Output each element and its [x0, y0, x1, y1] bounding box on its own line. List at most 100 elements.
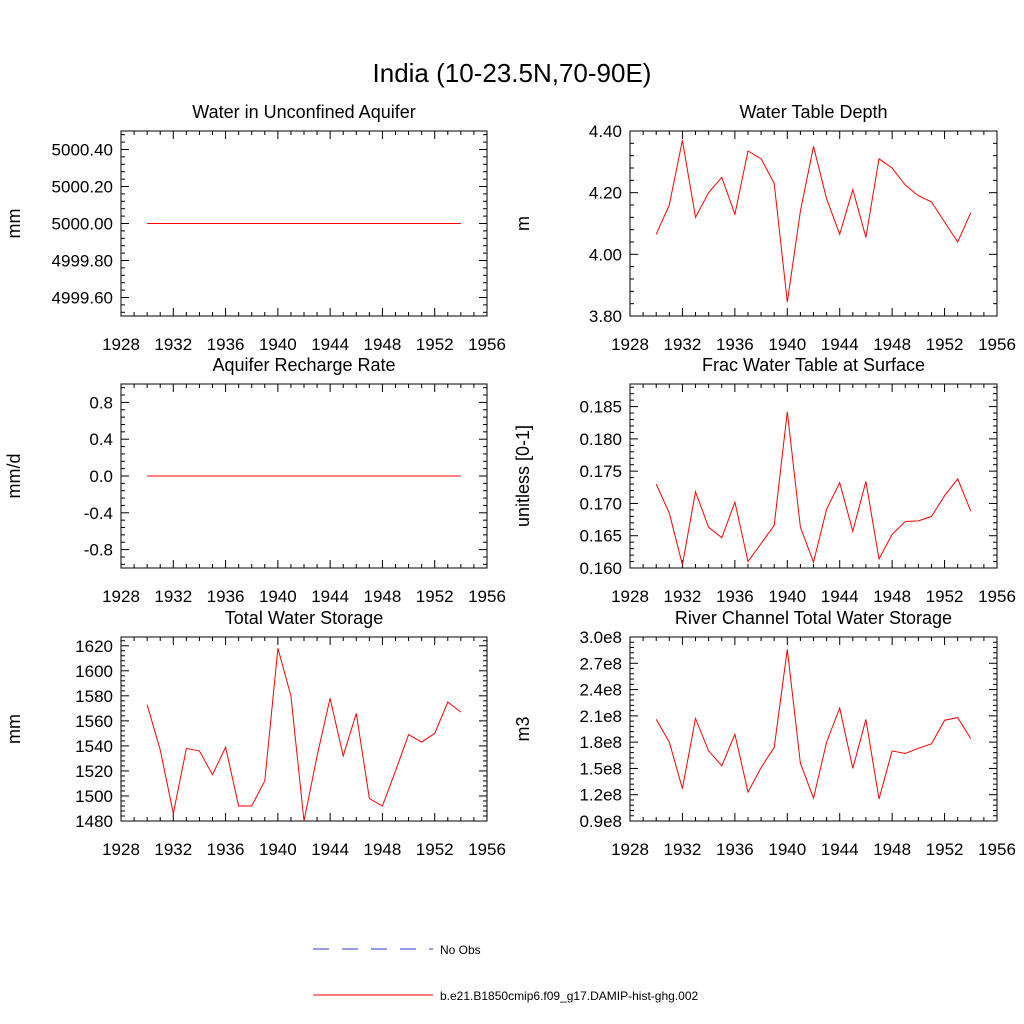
x-tick-label: 1944	[821, 840, 859, 859]
panel-title: Frac Water Table at Surface	[702, 355, 925, 375]
panel-title: Water Table Depth	[739, 102, 887, 122]
y-tick-label: 4.00	[589, 245, 622, 264]
y-tick-label: 3.0e8	[579, 628, 622, 647]
chart-panel: Total Water Storage mm 1928 1932 1936 1940 194…	[4, 608, 506, 859]
x-tick-label: 1956	[468, 840, 506, 859]
y-tick-label: 1600	[75, 662, 113, 681]
y-tick-label: 4.40	[589, 122, 622, 141]
x-tick-label: 1952	[926, 335, 964, 354]
x-tick-label: 1936	[207, 587, 245, 606]
y-tick-label: 1.5e8	[579, 759, 622, 778]
x-tick-label: 1952	[416, 335, 454, 354]
series-line	[655, 411, 972, 565]
x-tick-label: 1928	[611, 335, 649, 354]
plot-frame	[629, 383, 998, 569]
x-tick-label: 1944	[821, 335, 859, 354]
x-tick-label: 1956	[978, 587, 1016, 606]
panel-title: Aquifer Recharge Rate	[212, 355, 395, 375]
y-tick-label: 1620	[75, 637, 113, 656]
panel-title: Water in Unconfined Aquifer	[192, 102, 415, 122]
x-tick-label: 1940	[768, 587, 806, 606]
y-axis-label: mm/d	[4, 454, 24, 499]
x-tick-label: 1936	[207, 840, 245, 859]
y-tick-label: 1.2e8	[579, 786, 622, 805]
y-tick-label: 4999.60	[52, 289, 113, 308]
x-tick-label: 1948	[364, 840, 402, 859]
x-tick-label: 1928	[611, 587, 649, 606]
x-tick-label: 1940	[259, 840, 297, 859]
chart-panel: Water in Unconfined Aquifer mm 1928 1932 193…	[4, 102, 506, 354]
series-line	[146, 648, 462, 822]
y-tick-label: 1500	[75, 787, 113, 806]
y-tick-label: 0.170	[579, 494, 622, 513]
x-tick-label: 1940	[768, 840, 806, 859]
x-tick-label: 1952	[416, 587, 454, 606]
x-tick-label: 1944	[311, 335, 349, 354]
y-axis-label: mm	[4, 209, 24, 239]
y-tick-label: 2.7e8	[579, 654, 622, 673]
x-tick-label: 1952	[416, 840, 454, 859]
x-tick-label: 1956	[468, 587, 506, 606]
y-tick-label: 1520	[75, 762, 113, 781]
x-tick-label: 1932	[664, 840, 702, 859]
series-line	[655, 649, 972, 800]
x-tick-label: 1928	[102, 840, 140, 859]
x-tick-label: 1956	[468, 335, 506, 354]
y-tick-label: 5000.00	[52, 215, 113, 234]
y-tick-label: 0.175	[579, 462, 622, 481]
legend-series-label: b.e21.B1850cmip6.f09_g17.DAMIP-hist-ghg.…	[440, 989, 698, 1003]
y-tick-label: 1580	[75, 687, 113, 706]
y-tick-label: 1480	[75, 812, 113, 831]
x-tick-label: 1948	[873, 587, 911, 606]
chart-panel: River Channel Total Water Storage m3 1928 1…	[513, 608, 1016, 859]
chart-panel: Aquifer Recharge Rate mm/d 1928 1932 1936 194…	[4, 355, 506, 606]
y-tick-label: 0.160	[579, 559, 622, 578]
plot-frame	[120, 636, 488, 822]
chart-panel: Water Table Depth m 1928 1932 1936 1940 1944 19…	[513, 102, 1016, 354]
x-tick-label: 1952	[926, 587, 964, 606]
y-tick-label: 5000.20	[52, 178, 113, 197]
x-tick-label: 1936	[716, 840, 754, 859]
x-tick-label: 1932	[154, 587, 192, 606]
x-tick-label: 1940	[768, 335, 806, 354]
y-tick-label: 0.8	[89, 393, 113, 412]
y-axis-label: mm	[4, 714, 24, 744]
x-tick-label: 1940	[259, 587, 297, 606]
y-tick-label: 4.20	[589, 184, 622, 203]
x-tick-label: 1948	[873, 335, 911, 354]
y-axis-label: m	[513, 216, 533, 231]
y-tick-label: 0.180	[579, 430, 622, 449]
x-tick-label: 1932	[664, 335, 702, 354]
x-tick-label: 1956	[978, 335, 1016, 354]
panel-title: River Channel Total Water Storage	[675, 608, 952, 628]
y-axis-label: unitless [0-1]	[513, 425, 533, 527]
x-tick-label: 1932	[154, 335, 192, 354]
x-tick-label: 1928	[102, 587, 140, 606]
chart-panels: Water in Unconfined Aquifer mm 1928 1932 193…	[4, 102, 1016, 859]
y-tick-label: 1.8e8	[579, 733, 622, 752]
y-tick-label: 5000.40	[52, 141, 113, 160]
x-tick-label: 1928	[611, 840, 649, 859]
y-tick-label: 1540	[75, 737, 113, 756]
x-tick-label: 1948	[873, 840, 911, 859]
y-tick-label: 2.1e8	[579, 707, 622, 726]
legend: No Obs b.e21.B1850cmip6.f09_g17.DAMIP-hi…	[313, 943, 698, 1003]
x-tick-label: 1936	[716, 335, 754, 354]
x-tick-label: 1948	[364, 335, 402, 354]
y-tick-label: 0.0	[89, 467, 113, 486]
y-tick-label: 2.4e8	[579, 681, 622, 700]
figure-title: India (10-23.5N,70-90E)	[373, 58, 652, 88]
y-tick-label: 4999.80	[52, 252, 113, 271]
chart-panel: Frac Water Table at Surface unitless [0-1…	[513, 355, 1016, 606]
x-tick-label: 1944	[311, 840, 349, 859]
x-tick-label: 1944	[311, 587, 349, 606]
x-tick-label: 1936	[716, 587, 754, 606]
x-tick-label: 1932	[664, 587, 702, 606]
plot-frame	[629, 636, 998, 822]
series-line	[655, 140, 972, 303]
x-tick-label: 1936	[207, 335, 245, 354]
y-axis-label: m3	[513, 716, 533, 741]
y-tick-label: 0.185	[579, 398, 622, 417]
x-tick-label: 1948	[364, 587, 402, 606]
